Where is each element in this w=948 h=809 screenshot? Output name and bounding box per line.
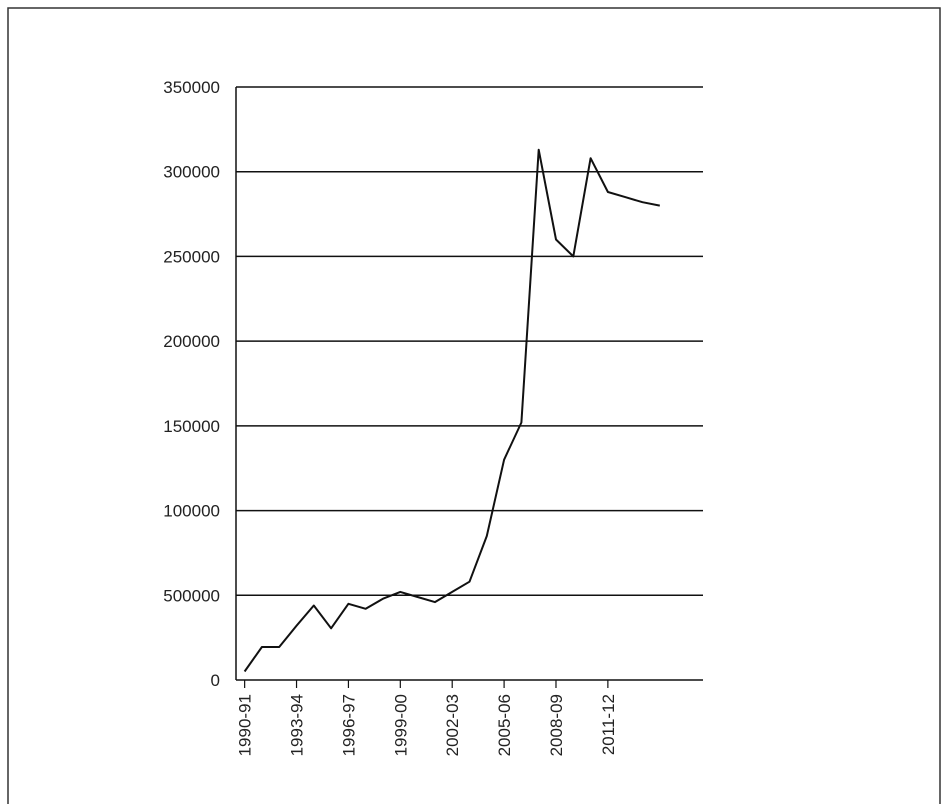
x-tick-label: 2005-06 xyxy=(495,694,514,756)
frame xyxy=(7,7,941,804)
x-tick-label: 2002-03 xyxy=(443,694,462,756)
x-tick-label: 1993-94 xyxy=(288,694,307,756)
y-tick-label: 200000 xyxy=(163,332,220,351)
x-tick-label: 1996-97 xyxy=(339,694,358,756)
y-tick-label: 300000 xyxy=(163,163,220,182)
x-tick-label: 1999-00 xyxy=(391,694,410,756)
y-tick-label: 0 xyxy=(211,671,220,690)
x-tick-label: 1990-91 xyxy=(236,694,255,756)
x-tick-label: 2008-09 xyxy=(547,694,566,756)
line-series xyxy=(243,148,660,673)
y-tick-label: 100000 xyxy=(163,502,220,521)
y-tick-label: 350000 xyxy=(163,78,220,97)
y-tick-label: 500000 xyxy=(163,586,220,605)
y-tick-label: 150000 xyxy=(163,417,220,436)
x-tick-label: 2011-12 xyxy=(599,694,618,755)
y-tick-label: 250000 xyxy=(163,247,220,266)
